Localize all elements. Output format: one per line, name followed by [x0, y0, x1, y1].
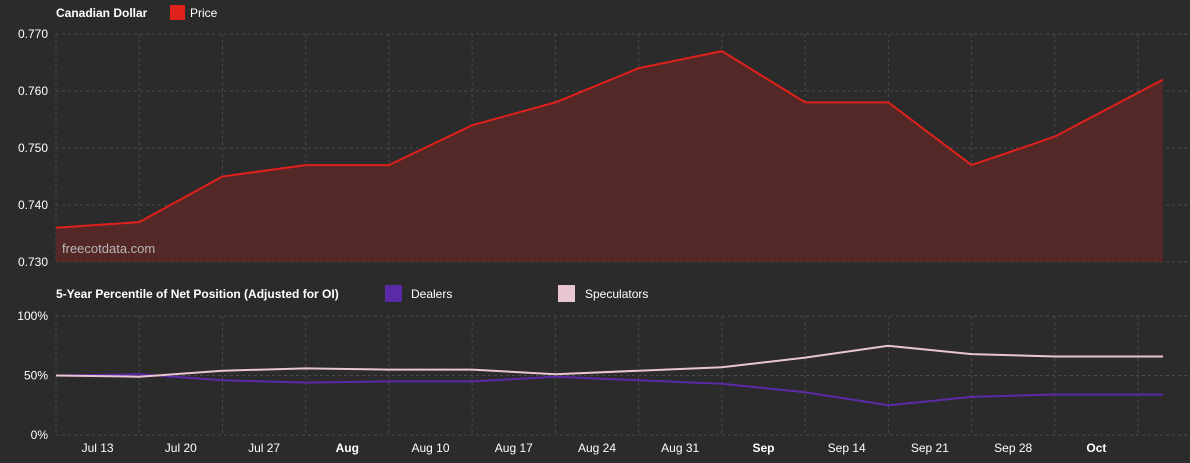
legend-price-label[interactable]: Price	[190, 6, 218, 20]
x-tick-label: Sep 21	[911, 441, 949, 455]
percentile-y-axis: 0% 50% 100%	[17, 309, 48, 442]
legend-dealers-swatch[interactable]	[385, 285, 402, 302]
y-tick-label: 0%	[31, 428, 49, 442]
percentile-chart-title: 5-Year Percentile of Net Position (Adjus…	[56, 287, 339, 301]
x-tick-label: Aug	[336, 441, 359, 455]
price-series-line	[55, 50, 1164, 229]
price-area-fill	[56, 51, 1163, 262]
x-axis: Jul 13 Jul 20 Jul 27 Aug Aug 10 Aug 17 Aug 24 A…	[82, 441, 1107, 455]
y-tick-label: 0.750	[18, 141, 48, 155]
y-tick-label: 100%	[17, 309, 48, 323]
price-y-axis: 0.730 0.740 0.750 0.760 0.770	[18, 27, 48, 269]
legend-dealers-label[interactable]: Dealers	[411, 287, 452, 301]
y-tick-label: 0.730	[18, 255, 48, 269]
percentile-chart-plot	[55, 344, 1163, 407]
legend-speculators-label[interactable]: Speculators	[585, 287, 648, 301]
percentile-chart-grid	[55, 315, 1190, 436]
x-tick-label: Aug 17	[495, 441, 533, 455]
y-tick-label: 0.760	[18, 84, 48, 98]
y-tick-label: 0.740	[18, 198, 48, 212]
x-tick-label: Jul 20	[165, 441, 197, 455]
y-tick-label: 0.770	[18, 27, 48, 41]
x-tick-label: Jul 13	[82, 441, 114, 455]
legend-speculators-swatch[interactable]	[558, 285, 575, 302]
x-tick-label: Aug 10	[411, 441, 449, 455]
x-tick-label: Aug 24	[578, 441, 616, 455]
speculators-series-line	[55, 344, 1163, 378]
x-tick-label: Oct	[1086, 441, 1106, 455]
x-tick-label: Jul 27	[248, 441, 280, 455]
legend-price-swatch[interactable]	[170, 5, 185, 20]
dealers-series-line	[55, 373, 1163, 407]
price-chart-title: Canadian Dollar	[56, 6, 148, 20]
y-tick-label: 50%	[24, 369, 48, 383]
watermark-text: freecotdata.com	[62, 241, 155, 256]
x-tick-label: Sep 14	[828, 441, 866, 455]
x-tick-label: Sep	[752, 441, 774, 455]
x-tick-label: Aug 31	[661, 441, 699, 455]
price-chart-plot	[55, 50, 1164, 262]
x-tick-label: Sep 28	[994, 441, 1032, 455]
